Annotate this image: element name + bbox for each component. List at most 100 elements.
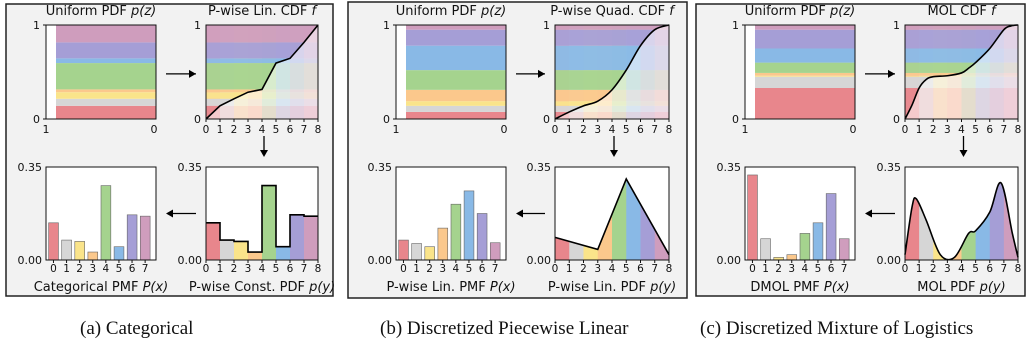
x-tick-label: 5	[623, 124, 630, 136]
x-tick-label: 3	[944, 263, 951, 275]
cdf-horizontal-band	[905, 25, 1018, 30]
y-tick-label: 0.00	[717, 254, 742, 267]
pdf-band	[262, 185, 277, 260]
arrow-right-head	[538, 69, 545, 78]
x-tick-label: 4	[259, 263, 266, 275]
uniform-axes	[45, 24, 157, 120]
x-tick-label: 1	[63, 263, 70, 275]
arrow-right-head	[888, 69, 895, 78]
x-tick-label: 1	[43, 123, 50, 136]
x-tick-label: 8	[315, 263, 322, 275]
x-tick-label: 6	[637, 124, 644, 136]
y-tick-label: 0.35	[717, 161, 742, 174]
x-tick-label: 7	[651, 263, 658, 275]
y-tick-label: 1	[383, 19, 390, 32]
cdf-horizontal-band	[206, 25, 318, 43]
arrow-down-head	[260, 150, 268, 157]
x-tick-label: 5	[815, 263, 822, 275]
cdf-horizontal-band	[206, 58, 318, 64]
pdf-title: P-wise Const. PDF p(y)	[189, 280, 335, 295]
x-tick-label: 3	[89, 263, 96, 275]
x-tick-label: 6	[287, 263, 294, 275]
y-tick-label: 0.35	[18, 161, 43, 174]
y-tick-label: 0.00	[18, 254, 43, 267]
pmf-bar	[437, 227, 449, 261]
pmf-bar	[48, 222, 59, 261]
y-tick-label: 0.00	[178, 254, 203, 267]
uniform-band	[755, 76, 855, 88]
uniform-band	[755, 62, 855, 73]
y-tick-label: 1	[893, 19, 900, 32]
pmf-bar	[450, 203, 462, 261]
uniform-title: Uniform PDF p(z)	[396, 4, 507, 19]
y-tick-label: 0	[732, 113, 739, 126]
uniform-band	[406, 89, 506, 102]
uniform-band	[406, 111, 506, 119]
x-tick-label: 6	[986, 124, 993, 136]
y-tick-label: 0	[383, 113, 390, 126]
x-tick-label: 5	[972, 263, 979, 275]
x-tick-label: 0	[552, 124, 559, 136]
x-tick-label: 4	[609, 263, 616, 275]
uniform-band	[56, 42, 156, 59]
pmf-title: DMOL PMF P(x)	[750, 280, 849, 295]
x-tick-label: 6	[287, 124, 294, 136]
pmf-bar	[61, 239, 72, 261]
x-tick-label: 3	[944, 124, 951, 136]
pmf-bar	[126, 214, 138, 261]
y-tick-label: 0.35	[527, 161, 552, 174]
uniform-band	[755, 75, 855, 77]
x-tick-label: 7	[301, 124, 308, 136]
uniform-band	[755, 25, 855, 30]
x-tick-label: 8	[1015, 263, 1022, 275]
y-tick-label: 0	[543, 113, 550, 126]
x-tick-label: 2	[231, 124, 238, 136]
x-tick-label: 7	[492, 263, 499, 275]
pmf-bar	[812, 222, 824, 261]
x-tick-label: 2	[231, 263, 238, 275]
x-tick-label: 2	[580, 124, 587, 136]
arrow-left-head	[166, 209, 173, 218]
uniform-band	[406, 29, 506, 46]
cdf-title: P-wise Quad. CDF f	[550, 4, 676, 19]
pmf-bar	[87, 251, 99, 261]
uniform-band	[755, 72, 855, 76]
y-tick-label: 1	[543, 19, 550, 32]
x-tick-label: 0	[902, 263, 909, 275]
x-tick-label: 1	[566, 124, 573, 136]
uniform-band	[406, 105, 506, 112]
uniform-band	[406, 25, 506, 30]
x-tick-label: 8	[1015, 124, 1022, 136]
x-tick-label: 6	[986, 263, 993, 275]
pmf-bar	[838, 238, 850, 261]
x-tick-label: 4	[259, 124, 266, 136]
uniform-band	[406, 101, 506, 106]
y-tick-label: 0.35	[368, 161, 393, 174]
x-tick-label: 0	[203, 124, 210, 136]
arrow-left-head	[516, 209, 523, 218]
cdf-curve	[554, 24, 670, 120]
cdf-bands	[905, 25, 1018, 119]
x-tick-label: 4	[453, 263, 460, 275]
uniform-band	[755, 48, 855, 63]
pmf-bar	[100, 185, 112, 261]
x-tick-label: 0	[400, 263, 407, 275]
x-tick-label: 0	[552, 263, 559, 275]
x-tick-label: 8	[666, 124, 673, 136]
pmf-axes	[395, 166, 507, 261]
uniform-band	[406, 70, 506, 90]
x-tick-label: 1	[393, 123, 400, 136]
uniform-title: Uniform PDF p(z)	[46, 4, 157, 19]
cdf-under-curve	[206, 25, 318, 119]
x-tick-label: 6	[828, 263, 835, 275]
x-tick-label: 7	[301, 263, 308, 275]
x-tick-label: 4	[958, 124, 965, 136]
uniform-band	[56, 105, 156, 119]
pmf-bar	[760, 238, 771, 261]
x-tick-label: 7	[651, 124, 658, 136]
x-tick-label: 5	[273, 124, 280, 136]
uniform-band	[56, 92, 156, 99]
cdf-under-curve	[555, 25, 669, 119]
x-tick-label: 4	[958, 263, 965, 275]
